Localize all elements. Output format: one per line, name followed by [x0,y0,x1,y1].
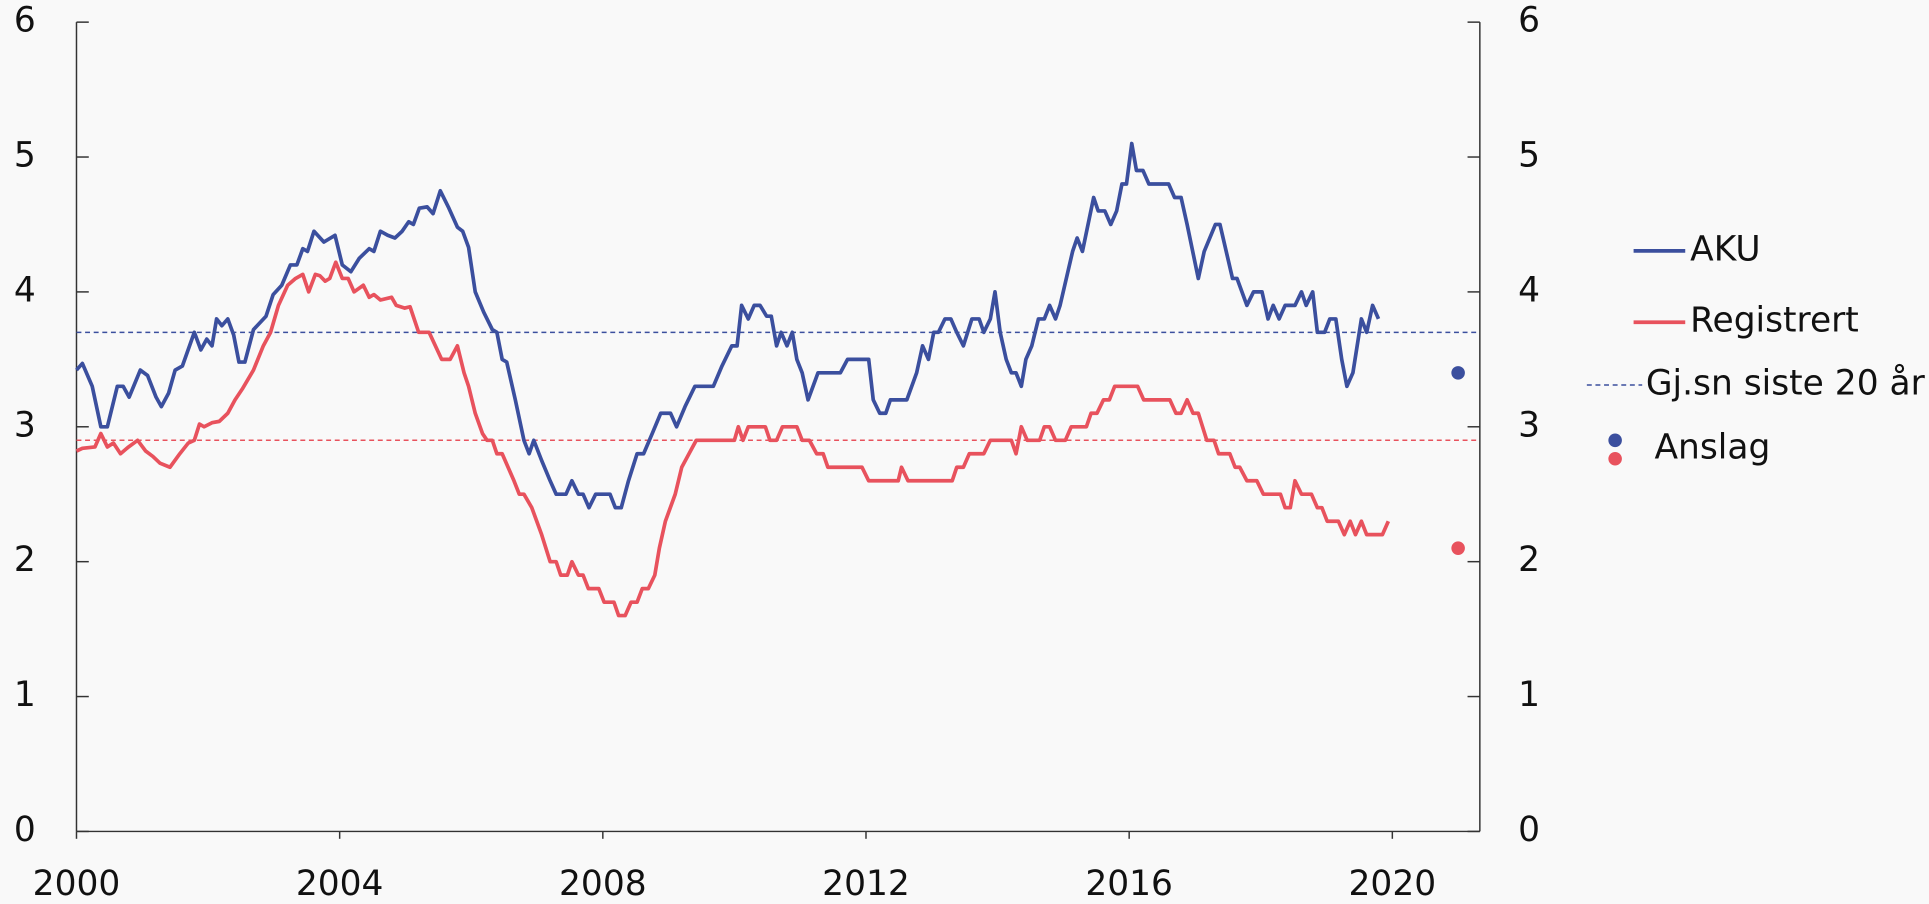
x-tick-label: 2008 [559,864,647,904]
legend-dot [1608,433,1622,448]
y2-tick-label: 2 [1518,540,1540,580]
x-tick-label: 2016 [1085,864,1173,904]
legend-dot [1608,452,1622,466]
legend-label: Gj.sn siste 20 år [1646,363,1926,403]
series-line [75,260,1391,618]
y2-tick-label: 4 [1518,270,1540,310]
forecast-dot [1451,541,1465,555]
y2-tick-label: 6 [1518,1,1540,41]
x-tick-label: 2012 [822,864,910,904]
legend-label: AKU [1690,229,1760,269]
legend-label: Anslag [1654,427,1770,467]
y2-tick-label: 5 [1518,136,1540,176]
y2-tick-label: 3 [1518,405,1540,445]
y2-tick-label: 1 [1518,675,1540,715]
x-tick-label: 2000 [33,864,121,904]
y-tick-label: 4 [14,270,36,310]
legend-label: Registrert [1690,301,1859,341]
y-tick-label: 2 [14,540,36,580]
y-tick-label: 0 [14,810,36,850]
y-tick-label: 5 [14,136,36,176]
series-line [75,141,1381,510]
y-tick-label: 3 [14,405,36,445]
x-tick-label: 2020 [1349,864,1437,904]
y-tick-label: 6 [14,1,36,41]
y2-tick-label: 0 [1518,810,1540,850]
forecast-dot [1451,366,1465,380]
y-tick-label: 1 [14,675,36,715]
x-tick-label: 2004 [296,864,384,904]
